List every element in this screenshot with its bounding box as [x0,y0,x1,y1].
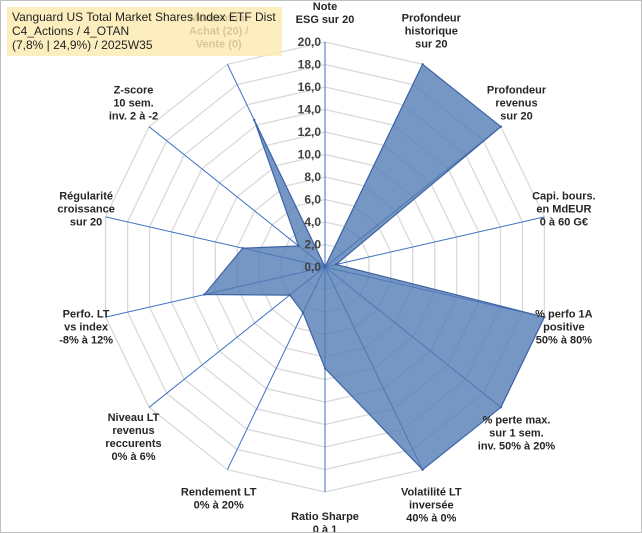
r-tick-label: 10,0 [298,148,322,162]
data-point-13 [297,244,300,248]
r-tick-label: 2,0 [304,238,321,252]
data-point-11 [203,293,206,296]
chart-title-line-2: C4_Actions / 4_OTAN [12,24,130,38]
r-tick-label: 4,0 [304,215,321,229]
series-layer [203,63,546,471]
axis-label-10: Niveau LT revenus reccurents 0% à 6% [105,412,161,463]
data-point-6 [499,406,503,409]
data-point-4 [334,263,338,266]
axis-label-2: Profondeur historique sur 20 [402,12,462,50]
axis-label-4: Capi. bours. en MdEUR 0 à 60 G€ [532,191,596,229]
data-point-10 [288,293,291,297]
data-point-5 [543,315,546,319]
data-point-12 [241,247,244,250]
axis-label-3: Profondeur revenus sur 20 [487,85,547,123]
axis-label-12: Régularité croissance sur 20 [57,191,114,229]
r-tick-label: 18,0 [298,58,322,72]
r-tick-label: 20,0 [298,35,322,49]
axis-label-1: Note ESG sur 20 [296,1,355,26]
data-point-14 [253,118,256,122]
data-point-2 [421,63,424,66]
axis-label-7: Volatilité LT inversée 40% à 0% [401,487,462,525]
axis-label-6: % perte max. sur 1 sem. inv. 50% à 20% [478,414,556,452]
axis-label-9: Rendement LT 0% à 20% [181,487,257,512]
r-tick-label: 16,0 [298,80,322,94]
data-point-7 [421,468,424,471]
series-area [203,63,546,471]
axis-label-5: % perfo 1A positive 50% à 80% [535,308,593,346]
data-point-9 [301,311,305,314]
chart-title-box: Vanguard US Total Market Shares Index ET… [7,7,282,56]
r-tick-label: 0,0 [304,260,321,274]
axis-label-11: Perfo. LT vs index -8% à 12% [59,308,113,346]
label-layer: Note ESG sur 20 Profondeur historique sur 20… [57,1,595,532]
axis-spoke-13 [148,126,326,268]
tick-layer: 0,0 2,0 4,0 6,0 8,0 10,0 12,0 14,0 16,0 18,0 20,0 [298,35,322,274]
axis-label-13: Z-score 10 sem. inv. 2 à -2 [109,85,158,123]
chart-title-line-1: Vanguard US Total Market Shares Index ET… [12,10,276,24]
chart-title-line-3: (7,8% | 24,9%) / 2025W35 [12,38,153,52]
axis-spoke-4 [324,216,545,268]
r-tick-label: 12,0 [298,125,322,139]
r-tick-label: 6,0 [304,193,321,207]
data-point-8 [323,367,327,370]
r-tick-label: 14,0 [298,103,322,117]
data-point-1 [323,265,327,269]
r-tick-label: 8,0 [304,170,321,184]
data-point-3 [499,125,503,128]
axis-label-8: Ratio Sharpe 0 à 1 [291,511,359,532]
